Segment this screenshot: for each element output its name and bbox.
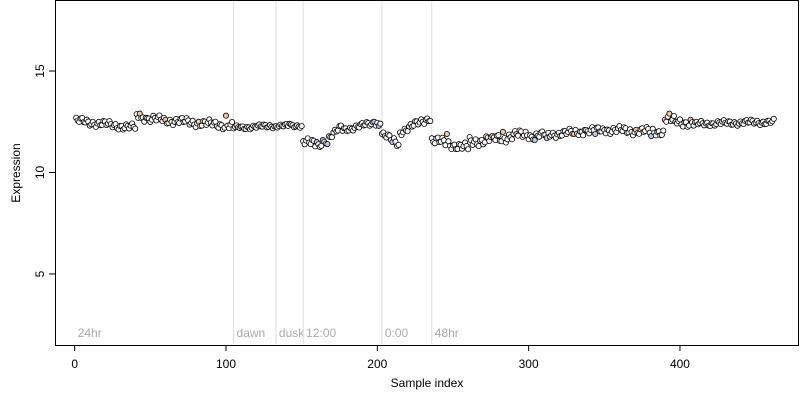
data-point — [580, 132, 587, 139]
data-point — [499, 128, 506, 135]
marker-layer: 24hr dawn dusk 12:00 0:00 48hr — [78, 1, 459, 344]
data-point — [395, 141, 402, 148]
data-point — [443, 130, 450, 137]
data-point — [222, 112, 229, 119]
data-point — [666, 110, 673, 117]
data-point — [592, 130, 599, 137]
y-tick-label: 10 — [33, 166, 47, 180]
x-tick-label: 400 — [670, 357, 690, 371]
marker-label: 24hr — [78, 326, 102, 340]
marker-label: 12:00 — [306, 326, 336, 340]
data-point — [531, 137, 538, 144]
y-axis: 5 10 15 — [33, 64, 55, 277]
marker-label: dawn — [237, 326, 266, 340]
marker-label: dusk — [279, 326, 305, 340]
x-tick-label: 200 — [367, 357, 387, 371]
x-axis-label: Sample index — [391, 376, 464, 390]
data-point — [298, 123, 305, 130]
x-tick-label: 300 — [519, 357, 539, 371]
marker-label: 0:00 — [385, 326, 409, 340]
points-layer — [73, 110, 777, 153]
x-tick-label: 100 — [216, 357, 236, 371]
data-point — [495, 132, 502, 139]
data-point — [670, 113, 677, 120]
data-point — [427, 118, 434, 125]
data-point — [660, 127, 667, 134]
x-tick-label: 0 — [71, 357, 78, 371]
data-point — [465, 146, 472, 153]
y-tick-label: 15 — [33, 64, 47, 78]
data-point — [508, 136, 515, 143]
x-axis: 0 100 200 300 400 — [71, 345, 690, 371]
plot-frame — [55, 0, 799, 346]
data-point — [324, 141, 331, 148]
data-point — [377, 120, 384, 127]
marker-label: 48hr — [435, 326, 459, 340]
data-point — [229, 119, 236, 126]
y-tick-label: 5 — [33, 270, 47, 277]
data-point — [132, 125, 139, 132]
data-point — [770, 115, 777, 122]
y-axis-label: Expression — [9, 143, 23, 202]
